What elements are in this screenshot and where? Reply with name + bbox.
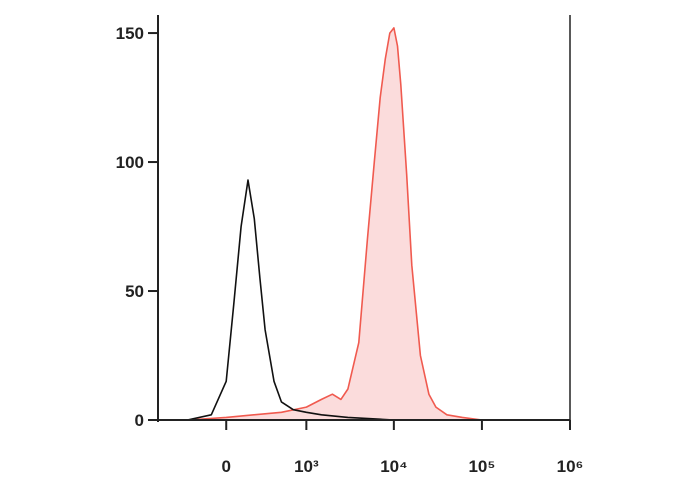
x-tick-label: 10⁶ [557, 457, 584, 476]
x-tick-label: 0 [221, 457, 230, 476]
histogram-line [186, 27, 571, 421]
y-tick-label: 100 [116, 153, 144, 172]
histogram-line [187, 179, 570, 421]
y-tick-label: 150 [116, 24, 144, 43]
x-tick-label: 10³ [294, 457, 319, 476]
x-tick-label: 10⁴ [380, 457, 407, 476]
y-tick-label: 50 [125, 282, 144, 301]
y-tick-label: 0 [135, 411, 144, 430]
x-tick-label: 10⁵ [468, 457, 495, 476]
